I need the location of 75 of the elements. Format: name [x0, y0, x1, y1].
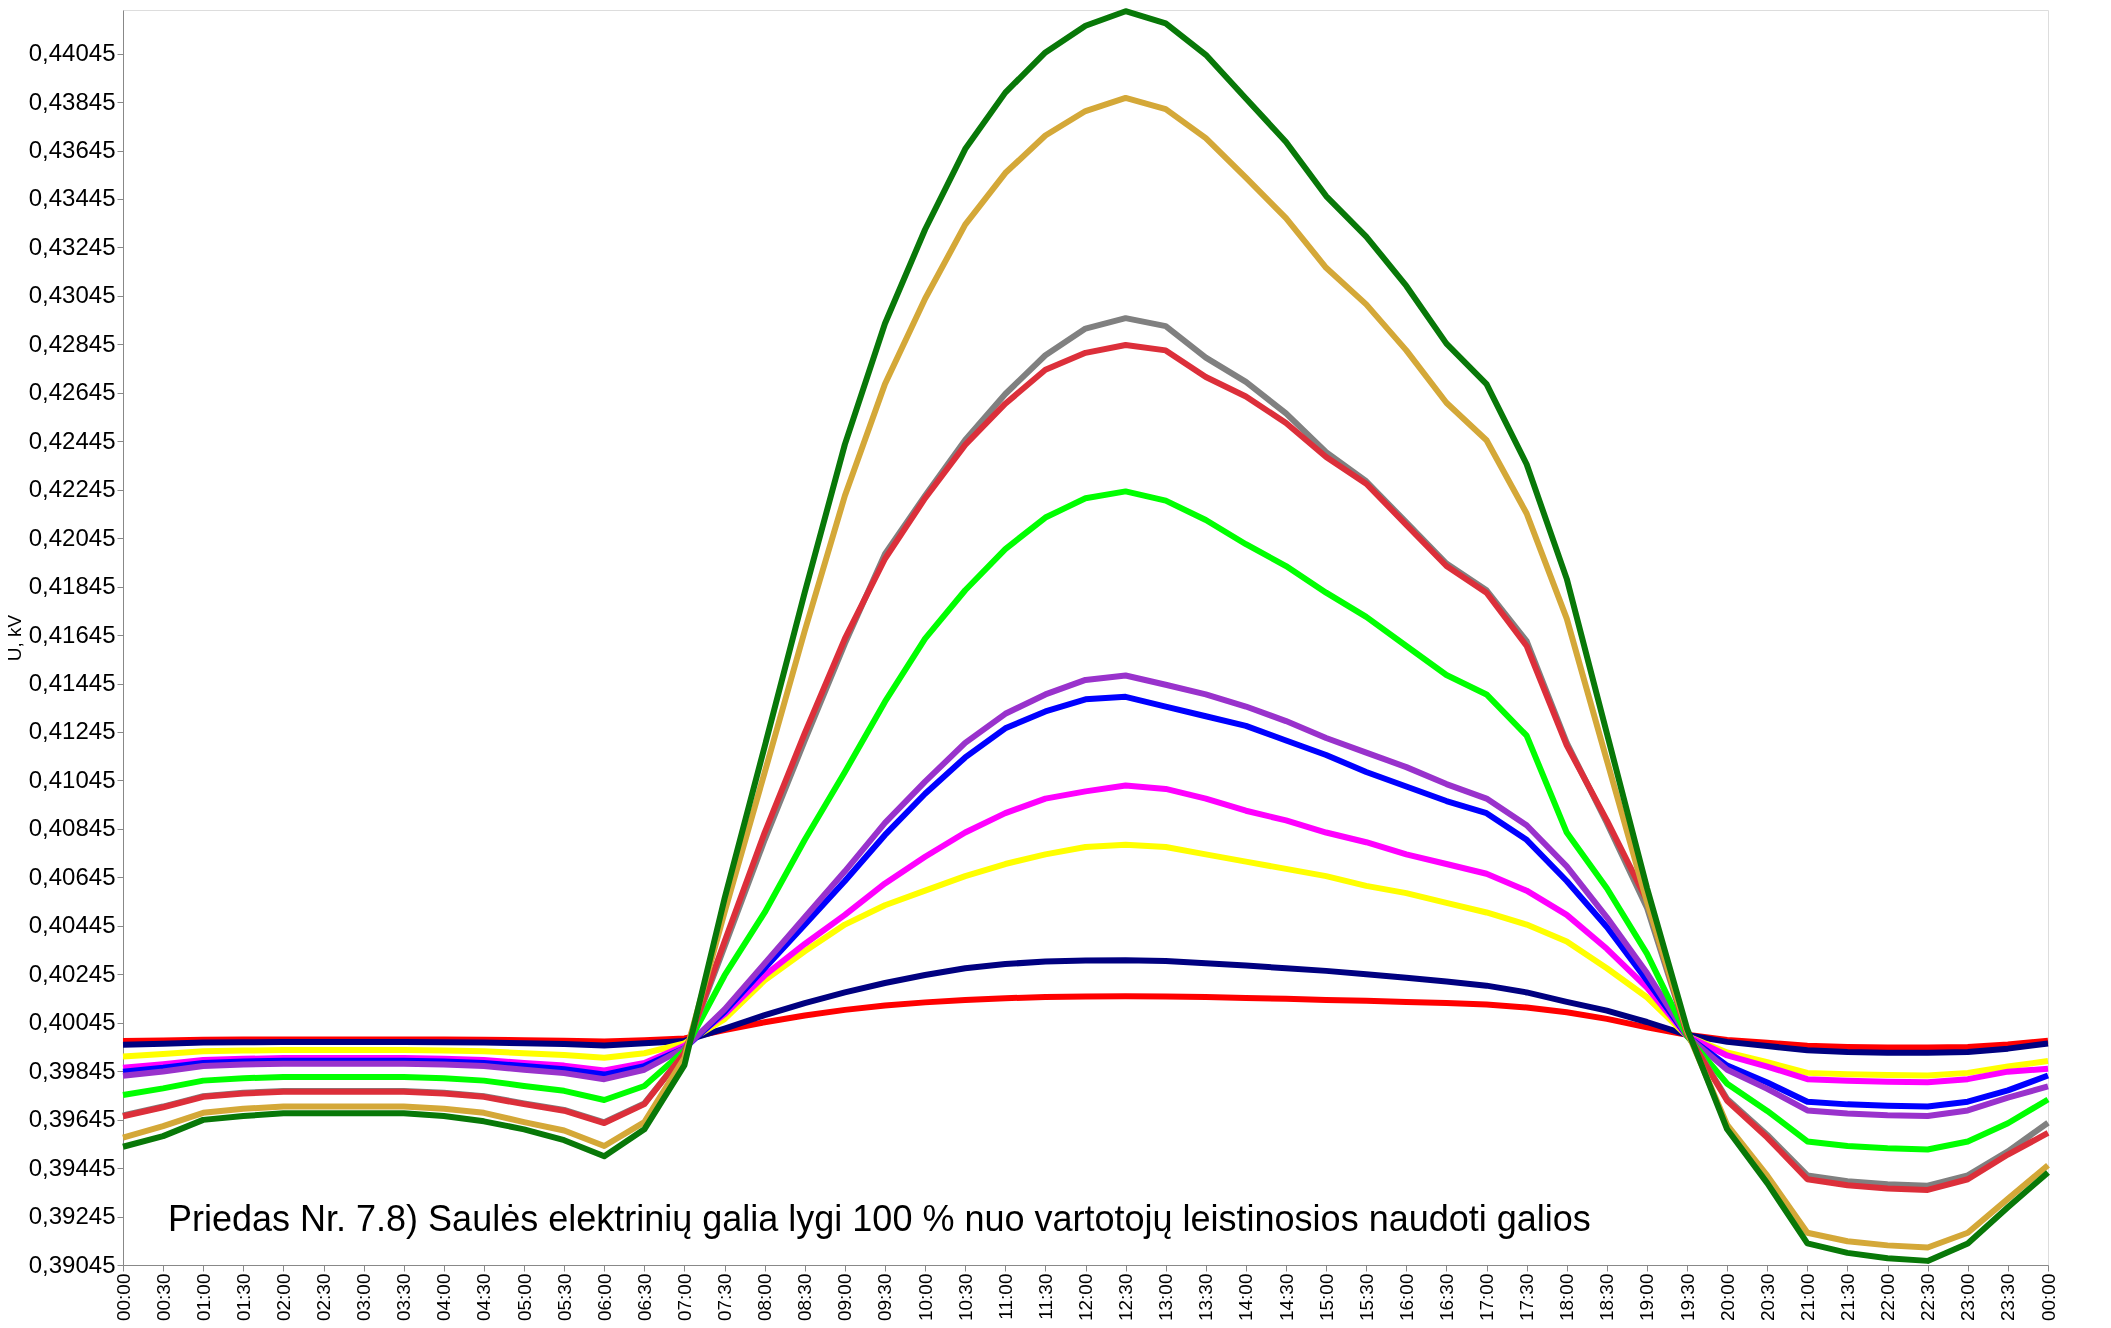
y-tick-label: 0,41445 — [28, 669, 116, 697]
x-tick-label: 19:30 — [1676, 1273, 1698, 1322]
x-tick-label: 07:30 — [714, 1273, 736, 1322]
x-tick-label: 15:00 — [1315, 1273, 1337, 1322]
y-tick-label: 0,43245 — [28, 232, 116, 260]
x-tick-label: 05:30 — [553, 1273, 575, 1322]
y-tick-label: 0,40045 — [28, 1008, 116, 1036]
y-tick-label: 0,39245 — [28, 1202, 116, 1230]
x-tick-label: 08:00 — [754, 1273, 776, 1322]
y-tick-label: 0,39445 — [28, 1153, 116, 1181]
y-axis-title: U, kV — [3, 614, 25, 662]
x-tick-label: 10:30 — [954, 1273, 976, 1322]
x-tick-label: 01:00 — [192, 1273, 214, 1322]
y-tick-label: 0,40845 — [28, 814, 116, 842]
y-tick-label: 0,43045 — [28, 281, 116, 309]
x-tick-label: 20:00 — [1716, 1273, 1738, 1322]
x-tick-label: 23:30 — [1997, 1273, 2019, 1322]
x-tick-label: 21:30 — [1836, 1273, 1858, 1322]
x-tick-label: 13:00 — [1155, 1273, 1177, 1322]
x-tick-label: 11:30 — [1034, 1273, 1056, 1320]
y-tick-label: 0,40645 — [28, 862, 116, 890]
y-tick-label: 0,42645 — [28, 378, 116, 406]
x-tick-label: 07:00 — [673, 1273, 695, 1322]
x-tick-label: 04:30 — [473, 1273, 495, 1322]
x-tick-label: 13:30 — [1195, 1273, 1217, 1322]
x-tick-label: 02:00 — [272, 1273, 294, 1322]
x-tick-label: 02:30 — [313, 1273, 335, 1322]
x-tick-label: 09:30 — [874, 1273, 896, 1322]
y-tick-label: 0,39645 — [28, 1105, 116, 1133]
x-tick-label: 15:30 — [1355, 1273, 1377, 1322]
x-tick-label: 12:00 — [1075, 1273, 1096, 1322]
y-tick-label: 0,40245 — [28, 959, 116, 987]
x-tick-label: 09:00 — [834, 1273, 856, 1322]
x-tick-label: 14:00 — [1235, 1273, 1257, 1322]
y-tick-label: 0,41845 — [28, 572, 116, 600]
x-tick-label: 00:30 — [152, 1273, 174, 1322]
x-tick-label: 12:30 — [1115, 1273, 1137, 1322]
y-tick-label: 0,42245 — [28, 475, 116, 503]
x-tick-label: 03:30 — [393, 1273, 415, 1322]
x-tick-label: 23:00 — [1957, 1273, 1979, 1322]
y-tick-label: 0,43645 — [28, 136, 116, 164]
x-tick-label: 17:00 — [1476, 1273, 1498, 1322]
y-tick-label: 0,42445 — [28, 426, 116, 454]
y-tick-label: 0,41045 — [28, 765, 116, 793]
x-tick-label: 06:30 — [633, 1273, 655, 1322]
y-tick-label: 0,42845 — [28, 329, 116, 357]
x-tick-label: 22:00 — [1877, 1273, 1899, 1322]
x-tick-label: 00:00 — [2037, 1273, 2059, 1322]
x-tick-label: 08:30 — [794, 1273, 816, 1322]
x-tick-label: 20:30 — [1756, 1273, 1778, 1322]
x-tick-label: 01:30 — [232, 1273, 254, 1322]
x-tick-label: 04:00 — [433, 1273, 455, 1322]
x-tick-label: 18:30 — [1596, 1273, 1618, 1322]
x-tick-label: 11:00 — [994, 1273, 1016, 1320]
y-tick-label: 0,41245 — [28, 717, 116, 745]
x-tick-label: 05:00 — [513, 1273, 535, 1322]
x-tick-label: 18:00 — [1556, 1273, 1578, 1322]
x-tick-label: 22:30 — [1917, 1273, 1939, 1322]
x-tick-label: 19:00 — [1636, 1273, 1658, 1322]
y-tick-label: 0,40445 — [28, 911, 116, 939]
x-tick-label: 17:30 — [1516, 1273, 1538, 1322]
y-tick-label: 0,44045 — [28, 39, 116, 67]
x-tick-label: 10:00 — [914, 1273, 936, 1322]
x-tick-label: 21:00 — [1796, 1273, 1818, 1322]
x-tick-label: 03:00 — [353, 1273, 375, 1322]
y-tick-label: 0,43445 — [28, 184, 116, 212]
y-tick-label: 0,42045 — [28, 523, 116, 551]
x-tick-label: 16:30 — [1435, 1273, 1457, 1322]
x-tick-label: 14:30 — [1275, 1273, 1297, 1322]
y-tick-label: 0,41645 — [28, 620, 116, 648]
y-tick-label: 0,39845 — [28, 1056, 116, 1084]
x-tick-label: 06:00 — [593, 1273, 615, 1322]
annotation: Priedas Nr. 7.8) Saulės elektrinių galia lygi 100 % nuo vartotojų leistinosios naudoti galios — [168, 1198, 1591, 1239]
x-tick-label: 16:00 — [1395, 1273, 1417, 1322]
y-tick-label: 0,43845 — [28, 87, 116, 115]
